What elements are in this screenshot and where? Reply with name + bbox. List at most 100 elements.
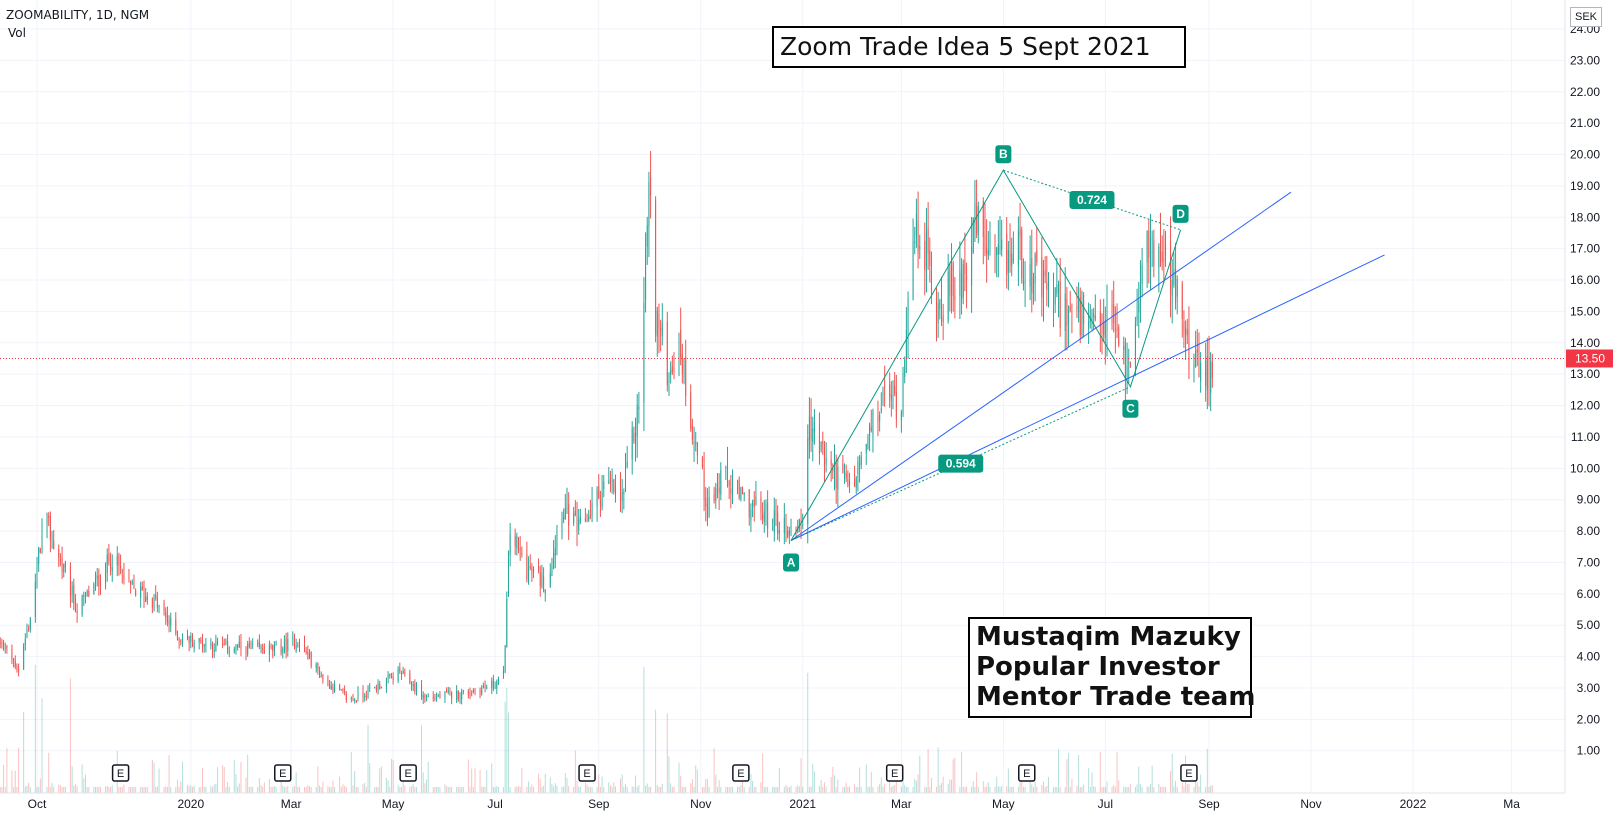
volume-bar <box>1083 784 1085 793</box>
candle-body <box>725 466 727 468</box>
volume-bar <box>954 757 956 793</box>
candle-body <box>999 244 1001 246</box>
pattern-point-bg <box>995 145 1012 164</box>
candle-body <box>250 645 252 647</box>
candle-body <box>865 444 867 453</box>
candle-body <box>648 181 650 227</box>
candle-body <box>1069 306 1071 311</box>
volume-bar <box>867 786 869 793</box>
candle-body <box>631 428 633 460</box>
candle-body <box>671 366 673 373</box>
volume-bar <box>668 756 670 793</box>
candle-body <box>322 675 324 681</box>
volume-bar <box>287 786 289 793</box>
earnings-marker <box>111 764 130 782</box>
volume-bar <box>974 786 976 793</box>
price-axis[interactable]: 24.0023.0022.0021.0020.0019.0018.0017.00… <box>1564 0 1613 816</box>
candle-body <box>392 676 394 681</box>
symbol-label[interactable]: ZOOMABILITY, 1D, NGM <box>6 8 150 22</box>
price-tick-label: 20.00 <box>1570 148 1600 162</box>
pattern-point-bg <box>783 553 800 572</box>
volume-bar <box>705 778 707 793</box>
volume-bar <box>833 775 835 793</box>
volume-bar <box>472 786 474 793</box>
volume-bar <box>643 667 645 793</box>
volume-bar <box>655 709 657 793</box>
price-tick-label: 19.00 <box>1570 179 1600 193</box>
volume-bar <box>317 766 319 793</box>
volume-bar <box>884 783 886 793</box>
candle-body <box>412 683 414 687</box>
candle-body <box>474 689 476 691</box>
candle-body <box>223 644 225 646</box>
volume-bar <box>633 786 635 793</box>
trendlines[interactable] <box>790 191 1385 541</box>
volume-bar <box>982 781 984 793</box>
volume-bar <box>1158 784 1160 793</box>
chart-title-annotation[interactable]: Zoom Trade Idea 5 Sept 2021 <box>772 26 1186 68</box>
volume-bar <box>915 780 917 793</box>
time-axis-bg <box>0 793 1565 816</box>
volume-bar <box>385 777 387 793</box>
volume-bar <box>86 786 88 793</box>
candle-body <box>543 576 545 591</box>
earnings-marker <box>1018 764 1036 782</box>
candle-body <box>808 416 810 441</box>
candle-body <box>496 681 498 689</box>
volume-bar <box>110 786 112 793</box>
volume-bar <box>1139 784 1141 793</box>
candle-body <box>422 694 424 699</box>
candle-body <box>635 432 637 445</box>
candle-body <box>248 642 250 648</box>
candle-body <box>1046 282 1048 290</box>
volume-bar <box>462 786 464 793</box>
price-tick-label: 15.00 <box>1570 304 1600 318</box>
volume-bar <box>307 785 309 793</box>
volume-bar <box>638 785 640 793</box>
candle-body <box>566 500 568 510</box>
volume-bar <box>894 785 896 793</box>
volume-bar <box>1029 773 1031 793</box>
candle-body <box>1012 259 1014 261</box>
volume-bar <box>951 779 953 793</box>
candle-body <box>387 674 389 678</box>
volume-bar <box>696 769 698 793</box>
candle-body <box>1088 321 1090 330</box>
candle-body <box>596 489 598 507</box>
currency-button[interactable]: SEK <box>1570 7 1602 27</box>
volume-bar <box>482 786 484 793</box>
candle-body <box>882 386 884 404</box>
candle-body <box>678 335 680 377</box>
candle-body <box>481 687 483 695</box>
candle-body <box>1081 301 1083 336</box>
candle-body <box>650 177 652 195</box>
volume-bar <box>345 787 347 793</box>
candle-body <box>186 635 188 640</box>
author-annotation[interactable]: Mustaqim Mazuky Popular Investor Mentor … <box>968 617 1255 718</box>
volume-bar <box>516 786 518 793</box>
volume-bar <box>188 786 190 793</box>
candle-body <box>88 591 90 597</box>
candle-body <box>24 638 26 646</box>
candle-body <box>461 692 463 700</box>
volume-bar <box>175 787 177 793</box>
volume-bar <box>228 786 230 793</box>
candle-body <box>237 644 239 649</box>
candle-body <box>1208 358 1210 390</box>
price-tick-label: 21.00 <box>1570 116 1600 130</box>
candle-body <box>514 536 516 547</box>
candle-body <box>529 565 531 569</box>
candle-body <box>691 425 693 440</box>
volume-bar <box>1160 786 1162 793</box>
volume-bar <box>24 786 26 793</box>
time-axis[interactable]: Oct 2020 Mar May Jul Sep Nov 2021 Mar May Jul Sep No… <box>0 792 1565 816</box>
volume-bar <box>38 786 40 793</box>
candle-body <box>365 695 367 698</box>
abcd-pattern[interactable]: 0.724 0.594 A B C D <box>783 145 1189 572</box>
candle-body <box>364 695 366 698</box>
candle-body <box>26 629 28 638</box>
volume-bar <box>1206 748 1208 793</box>
candle-body <box>155 595 157 598</box>
